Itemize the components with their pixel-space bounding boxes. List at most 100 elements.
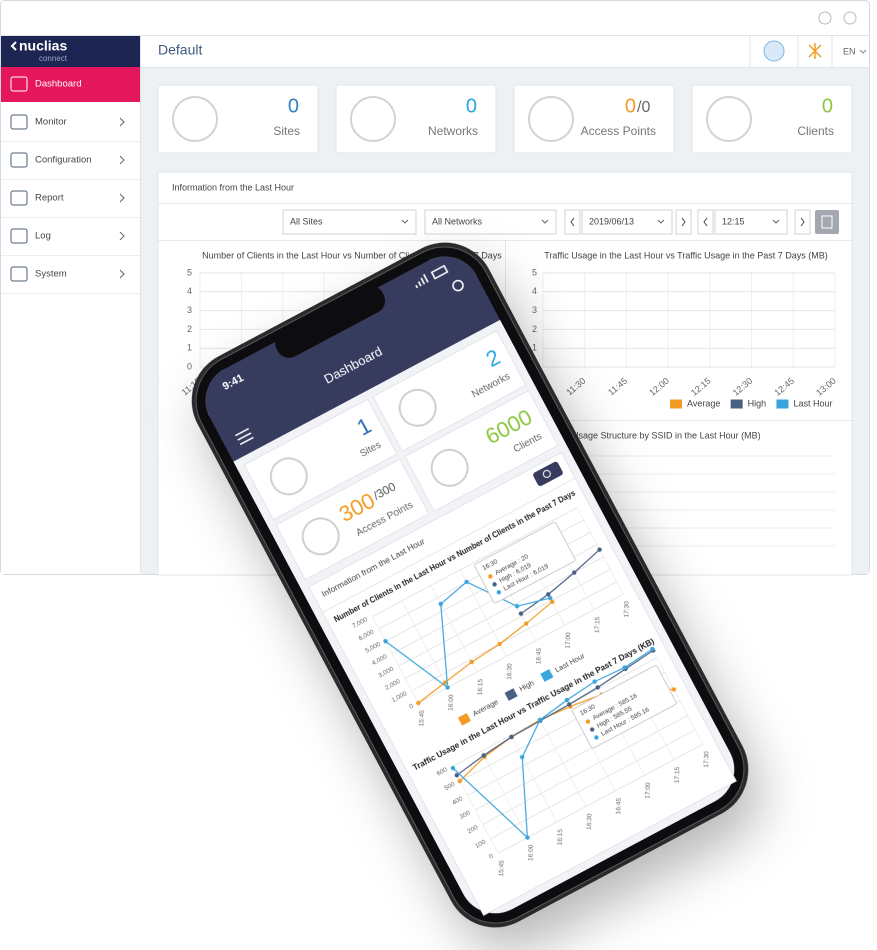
phone: 9:41 Dashboard1Sites2Networks300/300Acces… [191, 242, 749, 928]
logo-sub: connect [39, 54, 68, 63]
chart-title: Traffic Usage in the Last Hour vs Traffi… [544, 250, 827, 260]
x-tick-label: 16:15 [477, 679, 485, 696]
card-label: Clients [797, 124, 834, 138]
data-point [564, 697, 570, 703]
card-value: 0 [466, 95, 477, 117]
menu-icon [10, 266, 28, 282]
step-button[interactable] [794, 209, 811, 235]
card-label: Networks [428, 124, 478, 138]
stat-card [243, 398, 398, 521]
menu-item[interactable]: Configuration [35, 155, 92, 166]
stat-card [404, 390, 559, 512]
menu-icon [10, 152, 28, 168]
data-point [464, 579, 469, 585]
y-tick-label: 2 [532, 324, 537, 334]
language[interactable]: EN [843, 46, 856, 56]
date-select[interactable] [581, 209, 673, 235]
data-point [550, 599, 555, 604]
window-button[interactable] [843, 11, 857, 25]
logo-block [1, 36, 140, 67]
menu-chevron [119, 117, 125, 127]
y-tick-label: 600 [436, 766, 449, 777]
data-point [572, 570, 577, 575]
x-tick-label: 16:45 [535, 647, 543, 664]
tooltip-dot [585, 719, 591, 724]
avatar[interactable] [763, 40, 785, 62]
x-tick-label: 17:00 [644, 782, 652, 799]
x-tick-label: 17:15 [674, 766, 682, 783]
grid-line-vertical [430, 585, 478, 673]
app-header [193, 243, 501, 462]
x-tick-label: 16:30 [586, 813, 594, 830]
x-tick-label: 15:45 [498, 860, 506, 877]
tooltip-dot [496, 590, 502, 595]
notification-icon[interactable] [808, 43, 822, 59]
window-button[interactable] [818, 11, 832, 25]
menu-item[interactable]: Monitor [35, 117, 67, 128]
data-point [520, 754, 525, 760]
panel-divider [322, 477, 576, 613]
menu-item[interactable]: Log [35, 231, 51, 242]
legend-swatch [730, 399, 743, 409]
x-tick-label: 17:15 [594, 616, 602, 633]
series-line [520, 549, 600, 615]
menu-icon[interactable] [235, 427, 254, 446]
card-label: Access Points [581, 124, 656, 138]
chart-title: Traffic Usage Structure by SSID in the L… [545, 430, 761, 440]
data-point [671, 687, 677, 692]
legend-label: Average [687, 398, 720, 408]
data-point [454, 773, 459, 778]
menu-icon [10, 190, 28, 206]
refresh-icon[interactable] [451, 279, 465, 293]
y-tick-label: 0 [488, 853, 495, 861]
step-button[interactable] [564, 209, 581, 235]
grid-line-vertical [401, 600, 449, 688]
grid-line-vertical [459, 569, 507, 657]
card-value: 0 [822, 95, 833, 117]
y-tick-label: 100 [474, 838, 487, 849]
menu-chevron [119, 193, 125, 203]
network-select-chevron [541, 219, 549, 224]
sidebar [1, 67, 140, 574]
search-icon [542, 469, 551, 478]
logo-mark [10, 41, 17, 51]
data-point [438, 601, 443, 607]
network-select[interactable] [424, 209, 557, 235]
menu-item[interactable]: Dashboard [35, 79, 81, 90]
date-select-chevron [657, 219, 665, 224]
tooltip-dot [594, 735, 599, 740]
site-select[interactable] [282, 209, 417, 235]
date-select-text: 2019/06/13 [589, 216, 634, 226]
data-point [457, 778, 463, 784]
search-button[interactable] [532, 461, 564, 487]
data-point [524, 621, 529, 626]
data-point [548, 595, 553, 601]
grid-line [497, 743, 704, 854]
network-select-text: All Networks [432, 216, 483, 226]
menu-item[interactable]: System [35, 269, 67, 280]
grid-line [490, 729, 696, 840]
data-point [650, 646, 655, 652]
grid-line [418, 593, 624, 704]
card-total: /0 [637, 99, 650, 116]
x-tick-label: 17:00 [565, 632, 573, 649]
step-arrow [681, 217, 686, 227]
status-icons [415, 264, 449, 289]
export-button[interactable] [815, 210, 839, 234]
stat-card [691, 84, 853, 154]
y-tick-label: 400 [451, 795, 464, 806]
y-tick-label: 4 [187, 286, 192, 296]
logo: nuclias [19, 38, 67, 54]
card-icon [172, 96, 218, 142]
time-select-text: 12:15 [722, 216, 745, 226]
x-tick-label: 16:45 [615, 797, 623, 814]
data-point [537, 717, 543, 723]
stat-card [372, 330, 527, 452]
step-button[interactable] [697, 209, 714, 235]
step-button[interactable] [675, 209, 692, 235]
card-icon [350, 96, 396, 142]
menu-item[interactable]: Report [35, 193, 64, 204]
tooltip-box [571, 665, 677, 749]
x-tick-label: 16:00 [527, 844, 535, 861]
